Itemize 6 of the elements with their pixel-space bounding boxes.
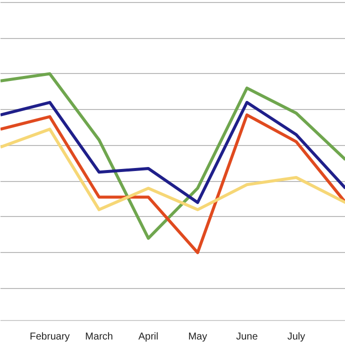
x-tick-label: February <box>30 332 70 342</box>
x-tick-label: July <box>287 332 306 342</box>
x-tick-label: March <box>85 332 113 342</box>
x-tick-label: May <box>188 332 208 342</box>
x-tick-label: June <box>236 332 258 342</box>
x-tick-label: April <box>138 332 158 342</box>
